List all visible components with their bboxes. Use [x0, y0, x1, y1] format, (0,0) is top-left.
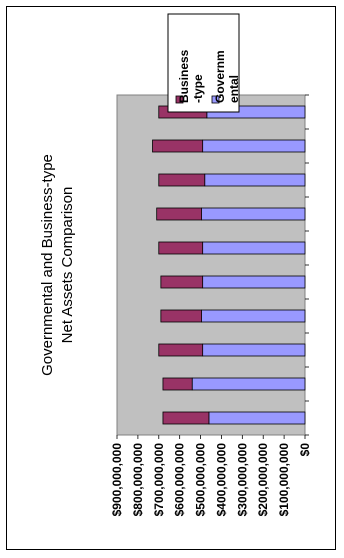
value-tick-label-8: $800,000,000 — [131, 443, 145, 517]
value-tick-label-1: $100,000,000 — [277, 443, 291, 517]
value-tick-label-4: $400,000,000 — [214, 443, 228, 517]
bar-business-type-1 — [162, 411, 210, 425]
bar-business-type-9 — [152, 139, 204, 153]
bar-business-type-2 — [162, 377, 193, 391]
legend-label-governmental-line-2: ental — [227, 75, 241, 103]
legend: Business -type Governm ental — [167, 13, 241, 113]
legend-swatch-governmental — [211, 95, 220, 104]
legend-label-business-line-2: -type — [191, 74, 205, 103]
bar-business-type-3 — [158, 343, 204, 357]
bar-governmental-7 — [201, 207, 306, 221]
legend-label-business-line-1: Business — [177, 49, 191, 103]
chart-title-line-2: Net Assets Comparison — [59, 187, 76, 344]
bar-governmental-8 — [204, 173, 306, 187]
bar-governmental-9 — [202, 139, 306, 153]
bar-governmental-5 — [202, 275, 306, 289]
value-tick-label-5: $500,000,000 — [194, 443, 208, 517]
bar-governmental-2 — [191, 377, 306, 391]
bar-business-type-7 — [156, 207, 202, 221]
chart-title-line-1: Governmental and Business-type — [39, 154, 56, 376]
value-tick-label-6: $600,000,000 — [173, 443, 187, 517]
legend-label-governmental-line-1: Governm — [213, 50, 227, 103]
bar-governmental-1 — [208, 411, 306, 425]
legend-swatch-business-type — [175, 95, 184, 104]
value-tick-label-0: $0 — [298, 443, 312, 457]
bar-governmental-6 — [202, 241, 306, 255]
bar-business-type-5 — [160, 275, 204, 289]
value-tick-label-2: $200,000,000 — [256, 443, 270, 517]
bar-governmental-3 — [202, 343, 306, 357]
value-tick-label-9: $900,000,000 — [110, 443, 124, 517]
bar-governmental-4 — [201, 309, 306, 323]
value-tick-label-3: $300,000,000 — [235, 443, 249, 517]
bar-business-type-4 — [160, 309, 203, 323]
bar-business-type-6 — [158, 241, 204, 255]
bar-business-type-8 — [158, 173, 206, 187]
value-tick-label-7: $700,000,000 — [152, 443, 166, 517]
